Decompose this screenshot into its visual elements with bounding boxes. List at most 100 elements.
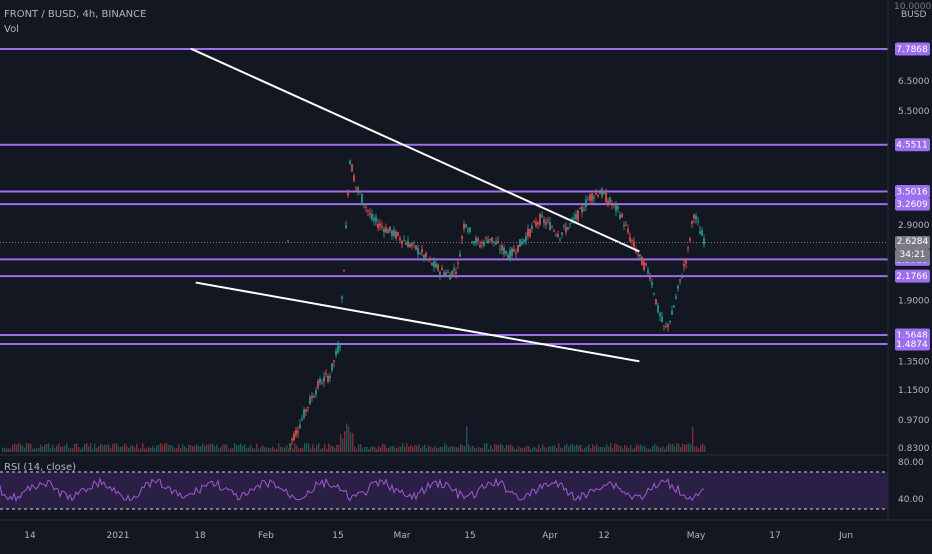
volume-bar <box>686 444 688 452</box>
volume-bar <box>294 443 296 452</box>
volume-bar <box>220 446 222 452</box>
volume-bar <box>576 444 578 452</box>
x-tick-label: 15 <box>464 531 475 541</box>
candle-body <box>293 433 295 441</box>
volume-bar <box>524 447 526 452</box>
volume-bar <box>580 444 582 452</box>
volume-bar <box>288 448 290 452</box>
candle-body <box>325 373 327 375</box>
candle-body <box>517 244 519 252</box>
candle-body <box>311 396 313 399</box>
volume-bar <box>692 427 694 452</box>
candle-body <box>391 230 393 236</box>
y-tick-label: 1.1500 <box>898 386 930 396</box>
candle-body <box>703 238 705 245</box>
volume-bar <box>30 443 32 452</box>
candle-body <box>591 193 593 202</box>
volume-bar <box>702 443 704 452</box>
price-axis[interactable]: 7.7868 6.5000 5.5000 4.5511 3.5016 3.2609 2.90… <box>895 42 930 455</box>
candle-body <box>437 264 439 271</box>
candles <box>287 159 705 450</box>
x-tick-label: Feb <box>258 531 274 541</box>
candle-body <box>485 237 487 239</box>
volume-bar <box>342 438 344 452</box>
candle-body <box>359 191 361 193</box>
volume-bar <box>162 445 164 452</box>
candle-body <box>447 271 449 273</box>
volume-bar <box>168 444 170 452</box>
currency-label[interactable]: BUSD <box>901 10 927 20</box>
volume-bar <box>112 444 114 452</box>
volume-bar <box>268 447 270 452</box>
volume-bar <box>188 444 190 452</box>
candle-body <box>487 239 489 244</box>
candle-body <box>389 226 391 232</box>
volume-bar <box>448 447 450 452</box>
volume-bar <box>224 444 226 452</box>
rsi-lower-label: 40.00 <box>898 495 924 505</box>
volume-bar <box>132 445 134 452</box>
volume-bar <box>590 448 592 452</box>
volume-legend[interactable]: Vol <box>4 24 19 35</box>
volume-bar <box>64 445 66 452</box>
candle-body <box>453 268 455 271</box>
candle-body <box>643 261 645 270</box>
volume-bar <box>560 447 562 452</box>
trendlines[interactable] <box>190 47 640 363</box>
volume-bar <box>84 444 86 452</box>
volume-bar <box>400 446 402 452</box>
volume-bar <box>404 446 406 452</box>
candle-body <box>291 438 293 441</box>
candle-body <box>661 316 663 322</box>
candle-body <box>307 407 309 409</box>
x-tick-label: Mar <box>394 531 411 541</box>
volume-bar <box>314 448 316 452</box>
volume-bar <box>476 448 478 452</box>
volume-bar <box>594 446 596 452</box>
volume-bar <box>470 447 472 452</box>
volume-bar <box>50 448 52 452</box>
volume-bar <box>72 448 74 452</box>
candle-body <box>515 252 517 254</box>
volume-bar <box>164 443 166 452</box>
volume-bar <box>374 447 376 452</box>
candle-body <box>461 236 463 240</box>
volume-bar <box>606 444 608 452</box>
candle-body <box>301 418 303 420</box>
candle-body <box>523 239 525 242</box>
symbol-legend[interactable]: FRONT / BUSD, 4h, BINANCE <box>4 9 147 20</box>
volume-bar <box>550 446 552 452</box>
candle-body <box>383 228 385 233</box>
volume-bar <box>698 448 700 452</box>
volume-bar <box>664 448 666 452</box>
candle-body <box>423 254 425 259</box>
volume-bar <box>170 444 172 452</box>
volume-bar <box>274 448 276 452</box>
volume-bar <box>38 447 40 452</box>
volume-bar <box>434 445 436 452</box>
volume-bar <box>240 443 242 452</box>
volume-bar <box>226 444 228 452</box>
y-tick-label: 5.5000 <box>898 107 930 117</box>
rsi-legend[interactable]: RSI (14, close) <box>4 462 77 473</box>
volume-bar <box>46 444 48 452</box>
volume-bar <box>298 448 300 452</box>
volume-bar <box>320 448 322 452</box>
candle-body <box>681 276 683 279</box>
time-axis[interactable]: 14 2021 18 Feb 15 Mar 15 Apr 12 May 17 Jun <box>24 531 853 541</box>
volume-bar <box>148 447 150 452</box>
volume-bar <box>480 448 482 452</box>
volume-bar <box>278 443 280 452</box>
volume-bar <box>110 448 112 452</box>
volume-bar <box>484 443 486 452</box>
candle-body <box>539 214 541 225</box>
candle-body <box>481 241 483 244</box>
volume-bar <box>512 446 514 452</box>
volume-bar <box>348 426 350 452</box>
horizontal-levels[interactable] <box>0 48 888 346</box>
candle-body <box>467 229 469 232</box>
volume-bar <box>604 447 606 452</box>
